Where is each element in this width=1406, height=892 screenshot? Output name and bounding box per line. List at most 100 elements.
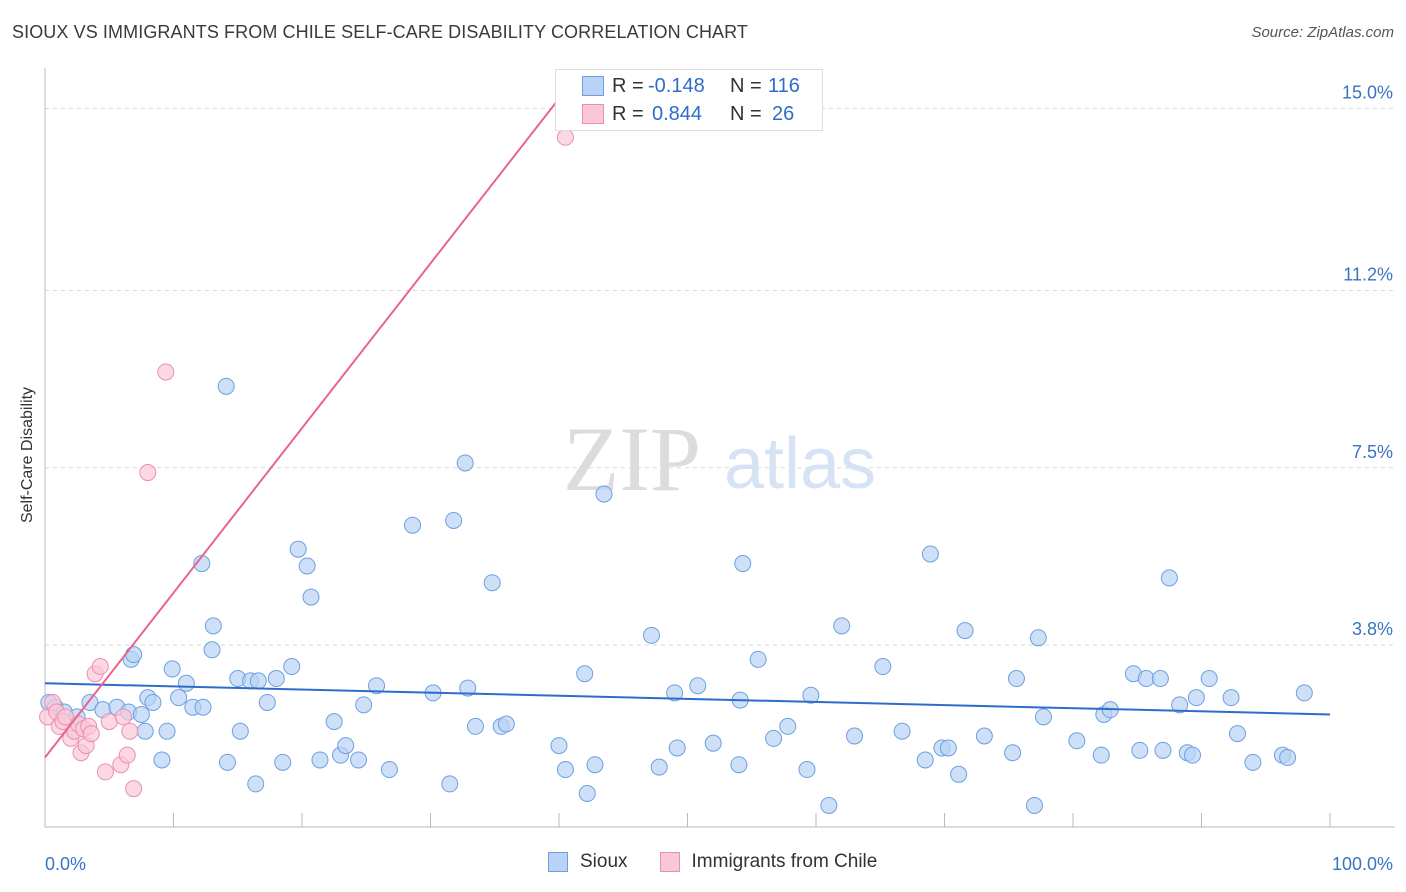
sioux-point (779, 717, 797, 735)
sioux-trend-line (44, 682, 1331, 716)
sioux-point (459, 679, 477, 697)
sioux-point (1004, 744, 1022, 762)
sioux-point (1068, 732, 1086, 750)
sioux-point (950, 765, 968, 783)
sioux-point (556, 761, 574, 779)
sioux-point (921, 545, 939, 563)
sioux-point (1184, 746, 1202, 764)
legend-label-sioux: Sioux (580, 851, 628, 872)
sioux-points (40, 377, 1313, 814)
legend-n-value: 26 (772, 102, 795, 125)
sioux-point (177, 674, 195, 692)
sioux-point (1244, 753, 1262, 771)
legend-n-value: 116 (768, 74, 800, 97)
sioux-point (1025, 796, 1043, 814)
chile-point (114, 708, 132, 726)
legend-swatch-sioux (582, 76, 604, 96)
sioux-point (833, 617, 851, 635)
chile-point (96, 763, 114, 781)
sioux-point (217, 377, 235, 395)
sioux-point (939, 739, 957, 757)
y-tick-label: 7.5% (1352, 442, 1393, 462)
sioux-point (1200, 670, 1218, 688)
sioux-point (325, 713, 343, 731)
sioux-point (1151, 670, 1169, 688)
sioux-point (132, 705, 150, 723)
legend-label-chile: Immigrants from Chile (691, 851, 878, 872)
sioux-point (249, 672, 267, 690)
sioux-point (975, 727, 993, 745)
chart-title: SIOUX VS IMMIGRANTS FROM CHILE SELF-CARE… (12, 22, 749, 42)
sioux-point (466, 717, 484, 735)
legend-n-label: N = (730, 102, 768, 125)
sioux-point (704, 734, 722, 752)
sioux-point (158, 722, 176, 740)
sioux-point (445, 511, 463, 529)
legend-item-chile: Immigrants from Chile (659, 851, 878, 873)
sioux-point (1171, 696, 1189, 714)
sioux-point (802, 686, 820, 704)
chile-trend-line (44, 81, 573, 759)
sioux-point (1228, 725, 1246, 743)
legend-r-value: 0.844 (652, 102, 703, 125)
y-tick-label: 11.2% (1343, 265, 1393, 285)
watermark-atlas: atlas (724, 424, 876, 504)
legend-swatch-chile (659, 852, 680, 872)
sioux-point (1131, 741, 1149, 759)
axes (44, 68, 1395, 828)
sioux-point (311, 751, 329, 769)
legend-swatch-chile (582, 104, 604, 124)
chile-point (118, 746, 136, 764)
sioux-point (668, 739, 686, 757)
legend-r-label: R = (612, 102, 650, 125)
chile-point (125, 780, 143, 798)
sioux-point (170, 689, 188, 707)
legend-r-label: R = (612, 74, 650, 97)
legend-r-value: -0.148 (648, 74, 705, 97)
chile-point (157, 363, 175, 381)
sioux-point (595, 485, 613, 503)
sioux-point (893, 722, 911, 740)
sioux-point (153, 751, 171, 769)
legend-n-label: N = (730, 74, 768, 97)
sioux-point (289, 540, 307, 558)
sioux-point (1092, 746, 1110, 764)
sioux-point (730, 756, 748, 774)
sioux-point (1034, 708, 1052, 726)
chile-point (100, 713, 118, 731)
chile-point (91, 658, 109, 676)
chile-point (57, 708, 75, 726)
sioux-point (1154, 741, 1172, 759)
chile-points (39, 128, 574, 798)
x-tick-label: 0.0% (45, 854, 86, 874)
sioux-point (874, 658, 892, 676)
watermark: ZIP atlas (563, 408, 876, 510)
sioux-point (483, 574, 501, 592)
y-tick-label: 3.8% (1352, 619, 1393, 639)
sioux-point (298, 557, 316, 575)
sioux-point (337, 737, 355, 755)
chile-point (121, 722, 139, 740)
sioux-point (820, 796, 838, 814)
stats-legend: R = -0.148 N = 116 R = 0.844 N = 26 (555, 69, 823, 131)
sioux-point (136, 722, 154, 740)
sioux-point (497, 715, 515, 733)
chile-point (82, 725, 100, 743)
sioux-point (1222, 689, 1240, 707)
sioux-point (144, 693, 162, 711)
legend-item-sioux: Sioux (548, 851, 628, 873)
sioux-point (163, 660, 181, 678)
sioux-point (1137, 670, 1155, 688)
sioux-point (734, 555, 752, 573)
sioux-point (956, 622, 974, 640)
sioux-point (456, 454, 474, 472)
sioux-point (203, 641, 221, 659)
sioux-point (576, 665, 594, 683)
sioux-point (258, 693, 276, 711)
sioux-point (578, 784, 596, 802)
sioux-point (302, 588, 320, 606)
watermark-zip: ZIP (563, 408, 701, 510)
source-label: Source: ZipAtlas.com (1251, 24, 1394, 41)
x-tick-label: 100.0% (1332, 854, 1393, 874)
sioux-point (204, 617, 222, 635)
